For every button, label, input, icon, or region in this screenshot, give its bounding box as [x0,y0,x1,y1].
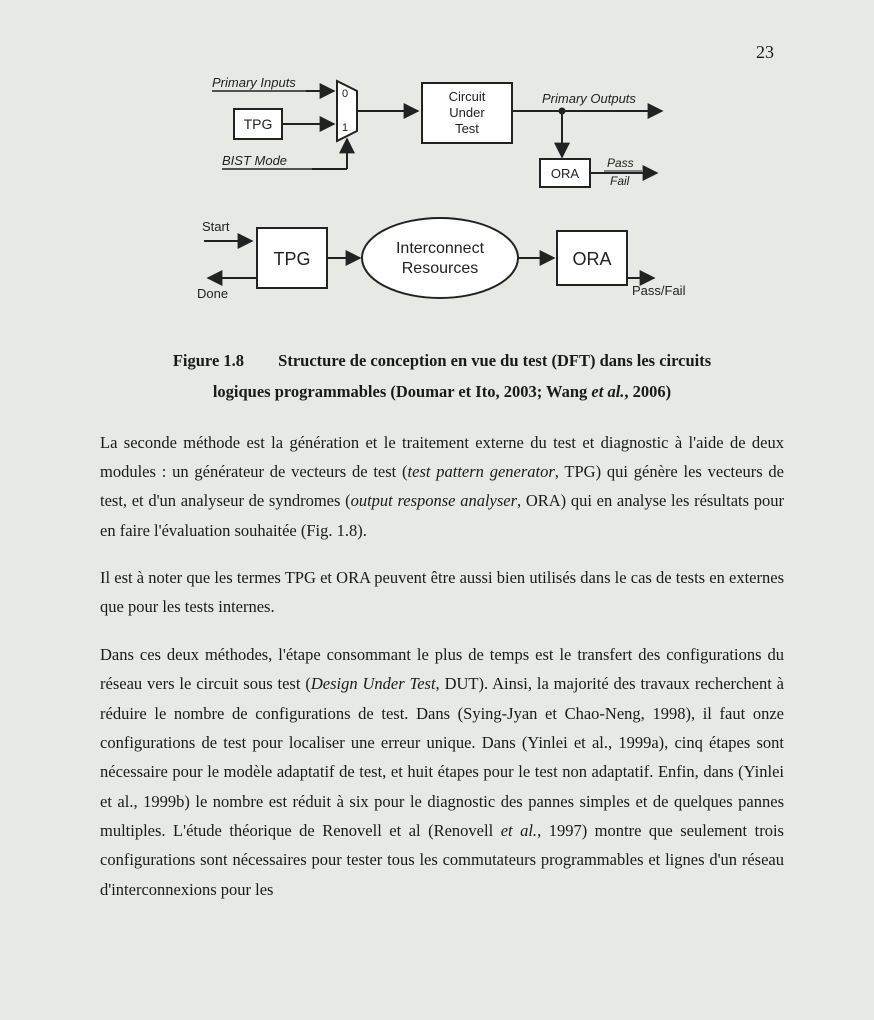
dft-diagram: Primary Inputs TPG 0 1 BIST Mode Circuit [162,73,722,323]
caption-line1: Structure de conception en vue du test (… [278,351,711,370]
figure-1-8: Primary Inputs TPG 0 1 BIST Mode Circuit [162,73,722,323]
page-number: 23 [100,42,774,63]
caption-fig-label: Figure 1.8 [173,345,244,376]
done-label: Done [197,286,228,301]
caption-line2a: logiques programmables (Doumar et Ito, 2… [213,382,592,401]
paragraph-3: Dans ces deux méthodes, l'étape consomma… [100,640,784,904]
p3-i1: Design Under Test [311,674,436,693]
primary-inputs-label: Primary Inputs [212,75,296,90]
paragraph-2: Il est à noter que les termes TPG et ORA… [100,563,784,622]
primary-outputs-label: Primary Outputs [542,91,636,106]
bist-mode-label: BIST Mode [222,153,287,168]
p1-i1: test pattern generator [408,462,555,481]
p3-i2: et al. [501,821,537,840]
pass-label: Pass [607,156,634,170]
passfail-label: Pass/Fail [632,283,686,298]
interconnect-line1: Interconnect [396,240,485,257]
caption-line2-ital: et al. [591,382,624,401]
p1-i2: output response analyser [351,491,517,510]
p2-t1: Il est à noter que les termes TPG et ORA… [100,568,784,616]
mux-0-label: 0 [342,88,348,100]
fail-label: Fail [610,174,630,188]
cut-line1: Circuit [449,89,486,104]
ora-label-upper: ORA [551,166,580,181]
page: 23 Primary Inputs TPG 0 1 [0,0,874,1020]
interconnect-ellipse [362,218,518,298]
tpg-label-lower: TPG [273,249,310,269]
ora-label-lower: ORA [572,249,611,269]
figure-caption: Figure 1.8 Structure de conception en vu… [100,345,784,408]
p3-t2: , DUT). Ainsi, la majorité des travaux r… [100,674,784,840]
interconnect-line2: Resources [402,260,478,277]
cut-line2: Under [449,105,485,120]
tpg-label-upper: TPG [244,116,273,132]
paragraph-1: La seconde méthode est la génération et … [100,428,784,545]
caption-line2b: , 2006) [624,382,671,401]
start-label: Start [202,219,230,234]
mux-1-label: 1 [342,122,348,134]
cut-line3: Test [455,121,479,136]
